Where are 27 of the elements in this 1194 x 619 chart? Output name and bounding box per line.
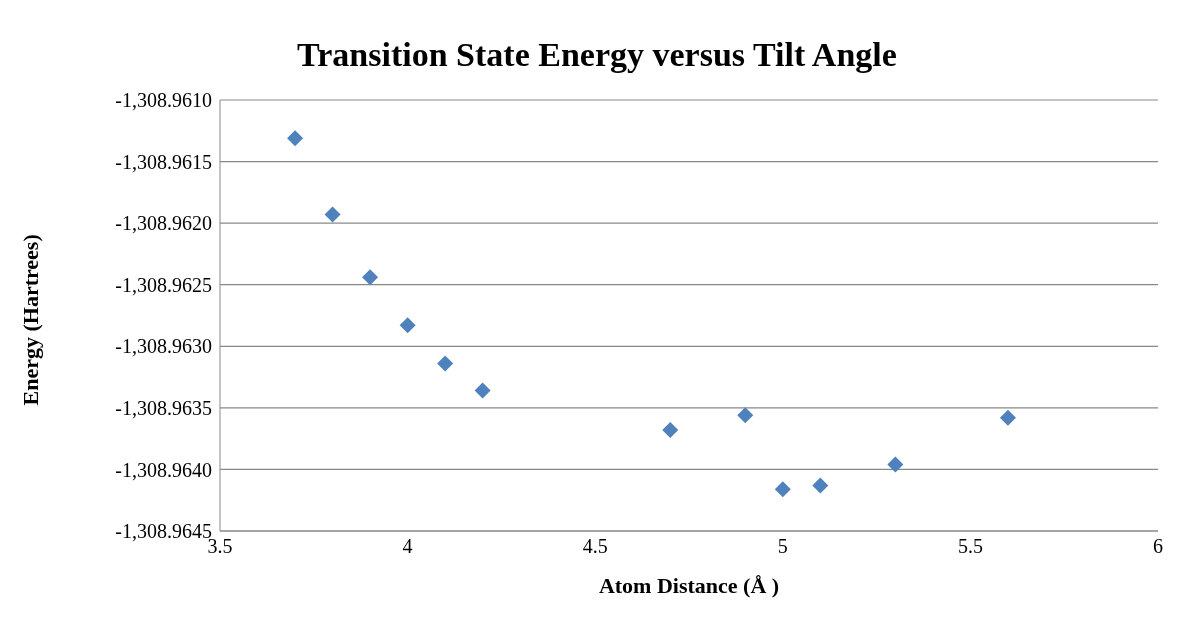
y-tick-label: -1,308.9620 — [115, 212, 212, 235]
point — [774, 481, 791, 498]
point — [362, 269, 379, 286]
y-tick-label: -1,308.9615 — [115, 150, 212, 173]
x-tick-label: 4.5 — [582, 535, 608, 558]
y-tick-label: -1,308.9625 — [115, 273, 212, 296]
point — [887, 456, 904, 473]
point — [737, 407, 754, 424]
x-tick-label: 5.5 — [957, 535, 983, 558]
point — [324, 206, 341, 223]
point — [399, 317, 416, 334]
point — [999, 409, 1016, 426]
point — [437, 355, 454, 372]
point — [474, 382, 491, 399]
y-tick-label: -1,308.9630 — [115, 335, 212, 358]
chart-title: Transition State Energy versus Tilt Angle — [296, 36, 898, 74]
x-tick-label: 4 — [402, 535, 413, 558]
point — [662, 422, 679, 439]
y-tick-label: -1,308.9640 — [115, 458, 212, 481]
y-axis-title: Energy (Hartrees) — [17, 234, 43, 406]
y-tick-label: -1,308.9635 — [115, 396, 212, 419]
x-tick-label: 5 — [777, 535, 788, 558]
point — [812, 477, 829, 494]
x-axis-title: Atom Distance (Å ) — [598, 573, 780, 598]
point — [287, 130, 304, 147]
y-tick-label: -1,308.9610 — [115, 89, 212, 112]
x-tick-label: 6 — [1153, 535, 1163, 558]
